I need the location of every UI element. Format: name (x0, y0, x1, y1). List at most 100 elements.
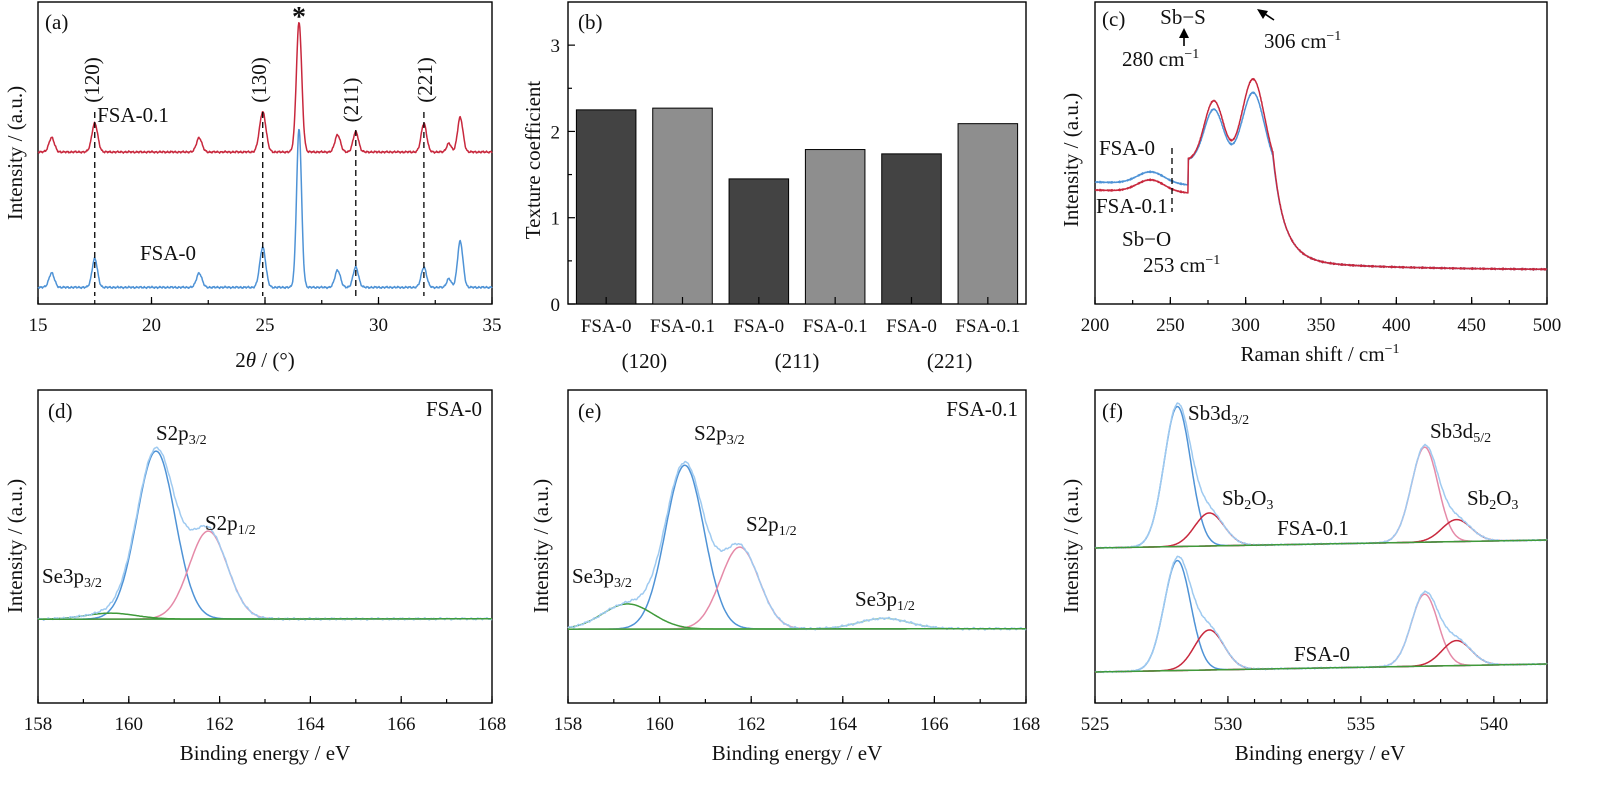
x-tick-label: 168 (478, 714, 507, 735)
x-axis-label: 2θ / (°) (235, 348, 295, 372)
x-tick-label: 300 (1231, 315, 1260, 336)
x-tick-label: 160 (115, 714, 144, 735)
x-tick-label: 162 (737, 714, 766, 735)
plot-frame (567, 389, 1027, 704)
s2p32-label: S2p3/2 (156, 421, 207, 448)
arrow-280 (1179, 28, 1189, 46)
se3p32-label: Se3p3/2 (42, 564, 102, 591)
x-tick-label: 525 (1081, 714, 1110, 735)
series-label-fsa01: FSA-0.1 (1096, 194, 1168, 218)
x-tick-label: 158 (24, 714, 53, 735)
component-S2p3/2 (38, 450, 492, 620)
y-tick-label: 0 (551, 295, 561, 316)
bars: FSA-0 FSA-0.1 FSA-0 FSA-0.1 FSA-0 FSA-0.1 (120… (575, 107, 1020, 373)
sb2o3-label-2: Sb2O3 (1467, 486, 1518, 513)
sample-label-fsa0: FSA-0 (1294, 642, 1350, 666)
curves (37, 22, 493, 290)
x-axis-ticks: 15 20 25 30 35 (29, 297, 502, 336)
s2p12-label: S2p1/2 (746, 512, 797, 539)
x-tick-label: 160 (645, 714, 674, 735)
peak-label-221: (221) (413, 57, 437, 103)
plot-frame (567, 1, 1027, 305)
component-S2p3/2 (568, 464, 1026, 630)
x-tick-label: 166 (920, 714, 949, 735)
xrd-curve-FSA-0.1 (37, 22, 493, 154)
x-tick-label: 400 (1382, 315, 1411, 336)
category-label: FSA-0 (733, 316, 784, 337)
x-tick-label: 168 (1012, 714, 1041, 735)
x-tick-label: 500 (1533, 315, 1562, 336)
x-tick-label: 162 (205, 714, 234, 735)
background-FSA-0 (1094, 663, 1548, 673)
x-tick-label: 166 (387, 714, 416, 735)
panel-a-xrd: 15 20 25 30 35 (a) FSA-0.1 FSA-0 (120) (130)… (3, 1, 502, 372)
panel-d-xps-s2p-fsa0: 158 160 162 164 166 168 (d) FSA-0 S2p3/2 S2p1… (3, 389, 507, 765)
x-tick-label: 20 (142, 315, 161, 336)
category-label: FSA-0.1 (650, 316, 715, 337)
y-tick-label: 1 (551, 209, 561, 230)
x-tick-label: 450 (1457, 315, 1486, 336)
peak-label-253: 253 cm−1 (1143, 253, 1220, 277)
x-axis-ticks: 200 250 300 350 400 450 500 (1081, 297, 1562, 336)
panel-b-texture: FSA-0 FSA-0.1 FSA-0 FSA-0.1 FSA-0 FSA-0.1 (120… (521, 1, 1027, 373)
series-label-fsa0: FSA-0 (1099, 136, 1155, 160)
panel-label: (a) (45, 10, 68, 34)
bar-5 (957, 123, 1019, 305)
x-tick-label: 15 (29, 315, 48, 336)
envelope (567, 460, 1027, 631)
x-axis-label: Raman shift / cm−1 (1241, 342, 1400, 366)
peak-label-280: 280 cm−1 (1122, 47, 1199, 71)
series-label-fsa0: FSA-0 (140, 241, 196, 265)
x-axis-label: Binding energy / eV (1235, 741, 1406, 765)
plot-frame (1094, 389, 1548, 704)
panel-label: (d) (48, 399, 73, 423)
impurity-star: * (292, 2, 306, 33)
peak-label-120: (120) (80, 57, 104, 103)
raman-curve-FSA-0.1 (1094, 77, 1548, 271)
x-tick-label: 530 (1214, 714, 1243, 735)
y-axis-label: Intensity / (a.u.) (3, 479, 27, 613)
component-Se3p3/2 (567, 603, 1026, 630)
x-axis-ticks: 525 530 535 540 (1081, 696, 1548, 735)
background-FSA-0.1 (1094, 539, 1548, 549)
arrow-306 (1257, 9, 1275, 21)
category-label: FSA-0 (886, 316, 937, 337)
x-tick-label: 200 (1081, 315, 1110, 336)
curves (37, 446, 493, 621)
series-label-fsa01: FSA-0.1 (97, 103, 169, 127)
xrd-curve-FSA-0 (37, 128, 493, 290)
sb2o3-label-1: Sb2O3 (1222, 486, 1273, 513)
plot-frame (37, 389, 493, 704)
envelope (37, 446, 493, 621)
sb-o-label: Sb−O (1122, 227, 1171, 251)
peak-label-130: (130) (247, 57, 271, 103)
x-tick-label: 535 (1347, 714, 1376, 735)
x-tick-label: 540 (1480, 714, 1509, 735)
x-axis-ticks: 158 160 162 164 166 168 (24, 696, 507, 735)
bar-3 (804, 149, 866, 305)
panel-c-raman: 200 250 300 350 400 450 500 (c) Sb−S 280 cm−1 … (1059, 1, 1562, 366)
curves (567, 460, 1027, 631)
bar-4 (881, 153, 942, 305)
sample-label-fsa01: FSA-0.1 (1277, 516, 1349, 540)
curves (1094, 77, 1548, 271)
bar-1 (652, 107, 713, 305)
s2p12-label: S2p1/2 (205, 511, 256, 538)
panel-label: (b) (578, 10, 603, 34)
bar-2 (728, 178, 790, 305)
panel-label: (e) (578, 399, 601, 423)
group-label: (221) (927, 349, 973, 373)
x-tick-label: 164 (296, 714, 325, 735)
x-axis-label: Binding energy / eV (180, 741, 351, 765)
group-label: (211) (775, 349, 820, 373)
panel-f-xps-sb3d: 525 530 535 540 (f) Sb3d3/2 Sb2O3 Sb3d5/2 S… (1059, 389, 1548, 765)
x-tick-label: 25 (256, 315, 275, 336)
y-axis-ticks: 0 1 2 3 (551, 36, 575, 316)
x-tick-label: 164 (829, 714, 858, 735)
bar-0 (575, 109, 637, 305)
x-tick-label: 350 (1307, 315, 1336, 336)
y-axis-label: Intensity / (a.u.) (3, 86, 27, 220)
peak-guides (94, 112, 425, 296)
x-tick-label: 30 (369, 315, 388, 336)
